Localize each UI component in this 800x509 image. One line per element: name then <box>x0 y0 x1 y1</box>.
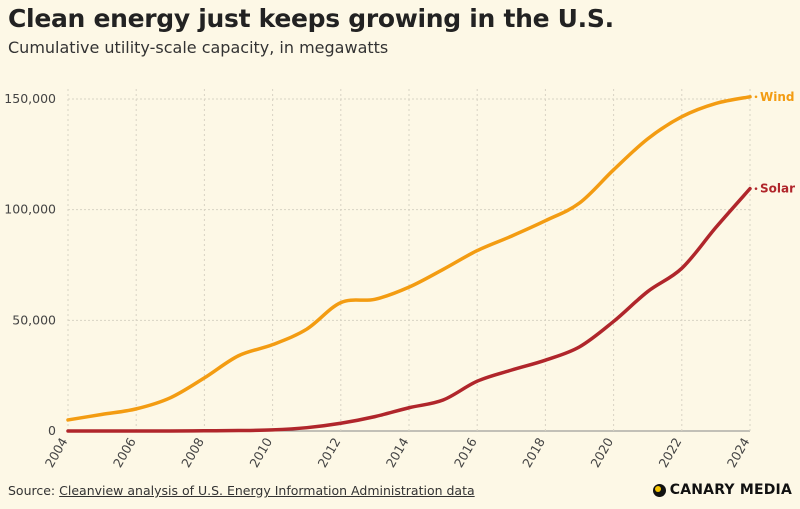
x-tick-label: 2006 <box>110 435 139 470</box>
label-layer: Wind Solar <box>754 90 795 196</box>
x-tick-label: 2018 <box>519 435 548 470</box>
series-end-dot-solar <box>754 187 758 190</box>
x-tick-label: 2020 <box>587 435 616 470</box>
canary-dot-icon <box>652 483 666 497</box>
y-tick-label: 50,000 <box>12 312 56 327</box>
y-tick-label: 150,000 <box>4 91 56 106</box>
axis-layer: 0 50,000 100,000 150,000 2004 2006 2008 2010 201… <box>4 91 752 470</box>
x-tick-label: 2012 <box>315 435 344 470</box>
series-layer <box>66 95 752 433</box>
series-end-dot-wind <box>754 95 758 99</box>
x-tick-label: 2014 <box>383 435 412 470</box>
series-label-solar: Solar <box>760 182 795 196</box>
series-line-solar <box>66 186 752 433</box>
source-label: Source: <box>8 483 56 498</box>
x-tick-label: 2008 <box>178 435 207 470</box>
source-link[interactable]: Cleanview analysis of U.S. Energy Inform… <box>59 483 475 498</box>
series-line-wind <box>66 95 752 422</box>
y-tick-label: 0 <box>48 423 56 438</box>
x-tick-label: 2016 <box>451 435 480 470</box>
brand-logo[interactable]: CANARY MEDIA <box>652 482 792 498</box>
x-tick-label: 2022 <box>656 435 685 470</box>
y-tick-label: 100,000 <box>4 202 56 217</box>
chart-title: Clean energy just keeps growing in the U… <box>8 4 614 33</box>
series-label-wind: Wind <box>760 90 794 104</box>
brand-name: CANARY MEDIA <box>669 482 792 498</box>
source-footer: Source: Cleanview analysis of U.S. Energ… <box>8 483 475 498</box>
x-tick-label: 2024 <box>724 435 753 470</box>
grid-layer <box>67 89 751 432</box>
x-tick-label: 2004 <box>42 435 71 470</box>
x-tick-label: 2010 <box>246 435 275 470</box>
chart-subtitle: Cumulative utility-scale capacity, in me… <box>8 38 389 57</box>
